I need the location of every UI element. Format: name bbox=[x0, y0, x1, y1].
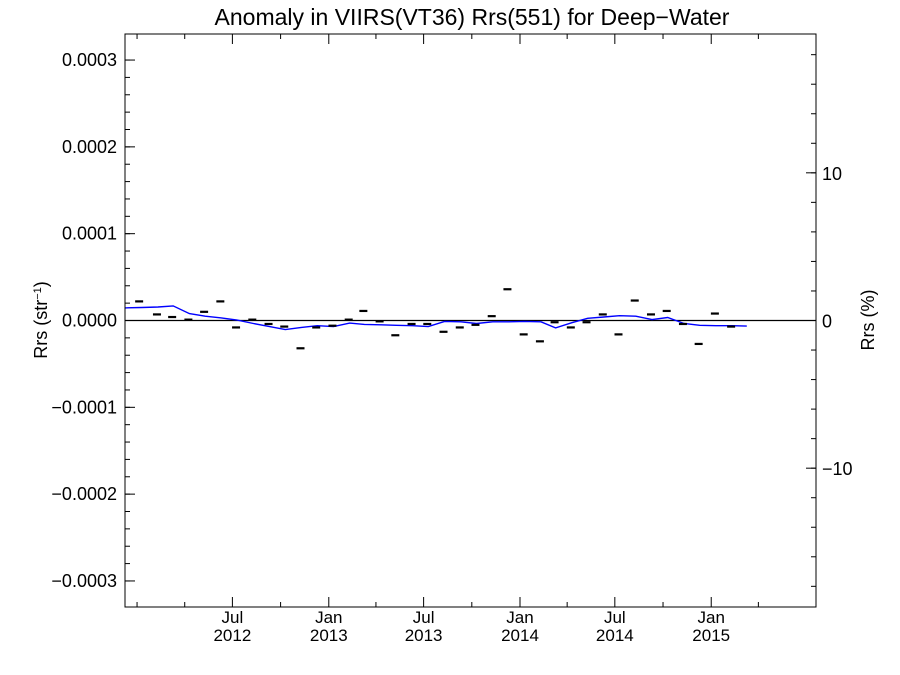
y-left-tick-label-6: −0.0003 bbox=[51, 571, 117, 591]
y-right-tick-label-1: 0 bbox=[822, 312, 832, 332]
x-tick-year-4: 2014 bbox=[596, 626, 634, 645]
x-tick-month-3: Jan bbox=[506, 608, 533, 627]
y-left-tick-label-0: 0.0003 bbox=[62, 50, 117, 70]
svg-text:Rrs (str−1): Rrs (str−1) bbox=[31, 281, 51, 359]
y-right-tick-label-2: −10 bbox=[822, 459, 853, 479]
y-axis-label-left-superscript: −1 bbox=[32, 287, 44, 300]
plot-frame bbox=[124, 33, 817, 608]
chart-title: Anomaly in VIIRS(VT36) Rrs(551) for Deep… bbox=[215, 4, 730, 30]
points-group bbox=[135, 288, 736, 350]
axes: 0.0003 0.0002 0.0001 0.0000 −0.0001 −0.0002 −0… bbox=[51, 34, 853, 645]
series-line-0 bbox=[124, 305, 747, 331]
x-tick-month-2: Jul bbox=[413, 608, 435, 627]
x-tick-year-3: 2014 bbox=[501, 626, 539, 645]
y-left-tick-label-4: −0.0001 bbox=[51, 397, 117, 417]
y-axis-label-left-text: Rrs (str bbox=[31, 300, 51, 359]
x-tick-month-4: Jul bbox=[604, 608, 626, 627]
y-axis-label-right: Rrs (%) bbox=[858, 290, 878, 351]
x-tick-year-5: 2015 bbox=[692, 626, 730, 645]
x-tick-year-1: 2013 bbox=[310, 626, 348, 645]
y-left-tick-label-1: 0.0002 bbox=[62, 137, 117, 157]
y-axis-label-left-close: ) bbox=[31, 281, 51, 287]
series-line-group bbox=[124, 305, 747, 331]
y-left-tick-label-5: −0.0002 bbox=[51, 484, 117, 504]
y-left-tick-label-3: 0.0000 bbox=[62, 311, 117, 331]
x-tick-month-0: Jul bbox=[222, 608, 244, 627]
y-right-tick-label-0: 10 bbox=[822, 164, 842, 184]
x-tick-year-2: 2013 bbox=[405, 626, 443, 645]
y-left-tick-label-2: 0.0001 bbox=[62, 224, 117, 244]
y-axis-label-left: Rrs (str−1) bbox=[31, 281, 51, 359]
x-tick-year-0: 2012 bbox=[213, 626, 251, 645]
x-tick-month-1: Jan bbox=[315, 608, 342, 627]
x-tick-month-5: Jan bbox=[698, 608, 725, 627]
